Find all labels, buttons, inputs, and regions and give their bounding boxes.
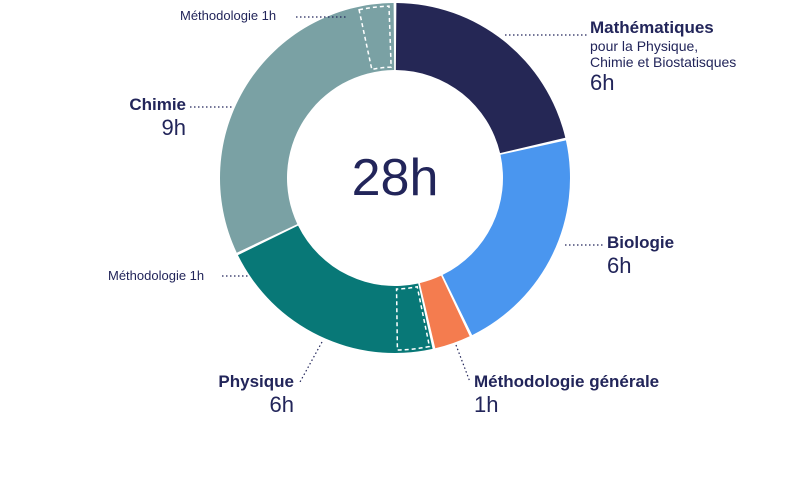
total-hours: 28h	[351, 149, 439, 207]
leader-line-physique	[299, 341, 323, 383]
segment-name: Physique	[218, 372, 294, 391]
segment-name: Méthodologie générale	[474, 372, 660, 391]
segment-subtitle: Chimie et Biostatisques	[590, 53, 737, 70]
label-chimie: Chimie 9h	[129, 95, 186, 140]
donut-subsegment-methodologie	[358, 5, 392, 71]
segment-hours: 6h	[590, 69, 615, 95]
segment-hours: 6h	[269, 391, 294, 417]
segment-subtitle: pour la Physique,	[590, 37, 699, 54]
label-biologie: Biologie 6h	[607, 233, 674, 278]
donut-segment-physique	[237, 225, 433, 353]
segment-hours: 9h	[161, 114, 186, 140]
leader-line-methodologie-generale	[455, 344, 471, 383]
donut-segment-biologie	[442, 140, 570, 336]
donut-segment-m-thodologie-g-n-rale	[419, 275, 470, 349]
segment-hours: 6h	[607, 252, 632, 278]
donut-segment-math-matiques	[395, 3, 566, 154]
label-methodologie-physique: Méthodologie 1h	[108, 268, 205, 283]
label-methodologie-chimie: Méthodologie 1h	[180, 8, 277, 23]
label-methodologie-generale: Méthodologie générale 1h	[474, 372, 659, 417]
segment-name: Biologie	[607, 233, 675, 252]
segment-hours: 1h	[474, 391, 499, 417]
label-physique: Physique 6h	[218, 372, 294, 417]
donut-segment-chimie	[220, 3, 395, 253]
segment-name: Chimie	[129, 95, 186, 114]
label-mathematiques: Mathématiques pour la Physique, Chimie e…	[590, 18, 736, 95]
donut-subsegment-methodologie	[395, 285, 431, 351]
segment-name: Mathématiques	[590, 18, 714, 37]
